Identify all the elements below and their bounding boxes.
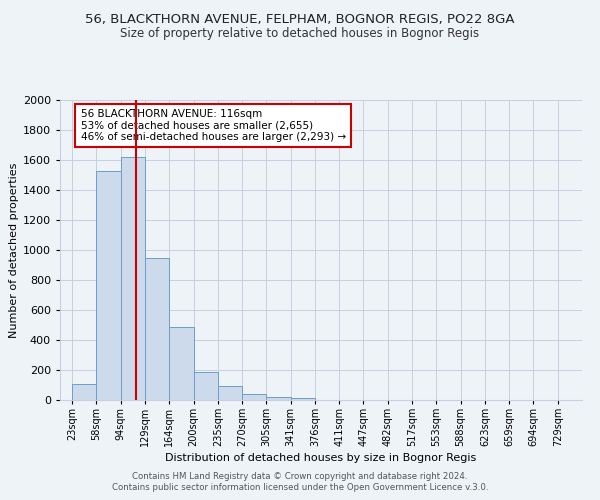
Bar bbox=[266, 396, 290, 400]
Text: 56, BLACKTHORN AVENUE, FELPHAM, BOGNOR REGIS, PO22 8GA: 56, BLACKTHORN AVENUE, FELPHAM, BOGNOR R… bbox=[85, 12, 515, 26]
Text: 56 BLACKTHORN AVENUE: 116sqm
53% of detached houses are smaller (2,655)
46% of s: 56 BLACKTHORN AVENUE: 116sqm 53% of deta… bbox=[80, 109, 346, 142]
Text: Contains public sector information licensed under the Open Government Licence v.: Contains public sector information licen… bbox=[112, 484, 488, 492]
Bar bbox=[97, 170, 121, 400]
Bar bbox=[194, 372, 218, 400]
X-axis label: Distribution of detached houses by size in Bognor Regis: Distribution of detached houses by size … bbox=[166, 454, 476, 464]
Bar bbox=[290, 398, 315, 400]
Bar bbox=[145, 258, 169, 400]
Text: Contains HM Land Registry data © Crown copyright and database right 2024.: Contains HM Land Registry data © Crown c… bbox=[132, 472, 468, 481]
Text: Size of property relative to detached houses in Bognor Regis: Size of property relative to detached ho… bbox=[121, 28, 479, 40]
Y-axis label: Number of detached properties: Number of detached properties bbox=[8, 162, 19, 338]
Bar bbox=[242, 394, 266, 400]
Bar bbox=[169, 326, 194, 400]
Bar bbox=[72, 384, 97, 400]
Bar bbox=[218, 386, 242, 400]
Bar bbox=[121, 157, 145, 400]
